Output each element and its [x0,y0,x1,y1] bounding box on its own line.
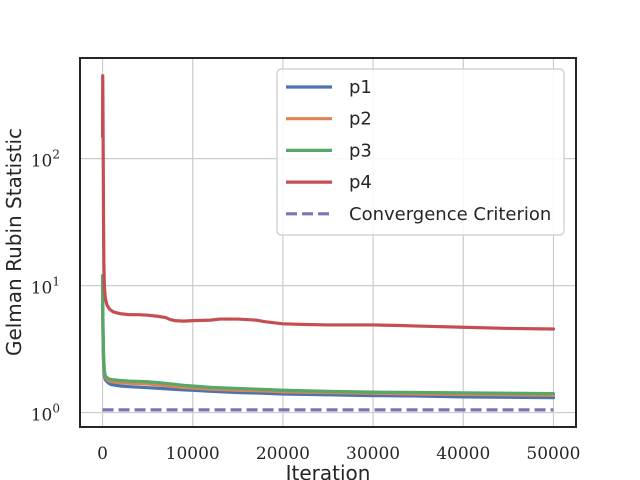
legend-label: p2 [349,109,372,130]
legend-box [276,68,565,236]
x-tick-label: 20000 [256,444,310,464]
x-tick-label: 40000 [436,444,490,464]
y-tick-exponent: 2 [52,148,60,162]
legend-label: p4 [349,172,372,193]
x-axis-title: Iteration [286,461,371,480]
x-tick-label: 10000 [166,444,220,464]
y-tick-base: 10 [31,152,53,172]
legend: p1 p2 p3 p4 Convergence Criterion [276,68,565,236]
y-axis-title: Gelman Rubin Statistic [2,128,26,356]
y-tick-exponent: 0 [52,402,60,416]
series-lines [100,74,556,412]
series-line-p4 [100,74,556,331]
x-tick-label: 50000 [526,444,580,464]
x-tick-label: 30000 [346,444,400,464]
plot-frame [79,57,577,428]
y-tick-base: 10 [31,406,53,426]
legend-label: p1 [349,77,372,98]
y-tick-exponent: 1 [52,275,60,289]
y-tick-label: 101 [31,275,60,299]
legend-label: Convergence Criterion [349,204,551,225]
legend-label: p3 [349,140,372,161]
y-tick-label: 100 [31,402,60,426]
series-line-p3 [100,273,556,396]
y-tick-label: 102 [31,148,60,172]
x-tick-label: 0 [97,444,108,464]
y-tick-base: 10 [31,279,53,299]
